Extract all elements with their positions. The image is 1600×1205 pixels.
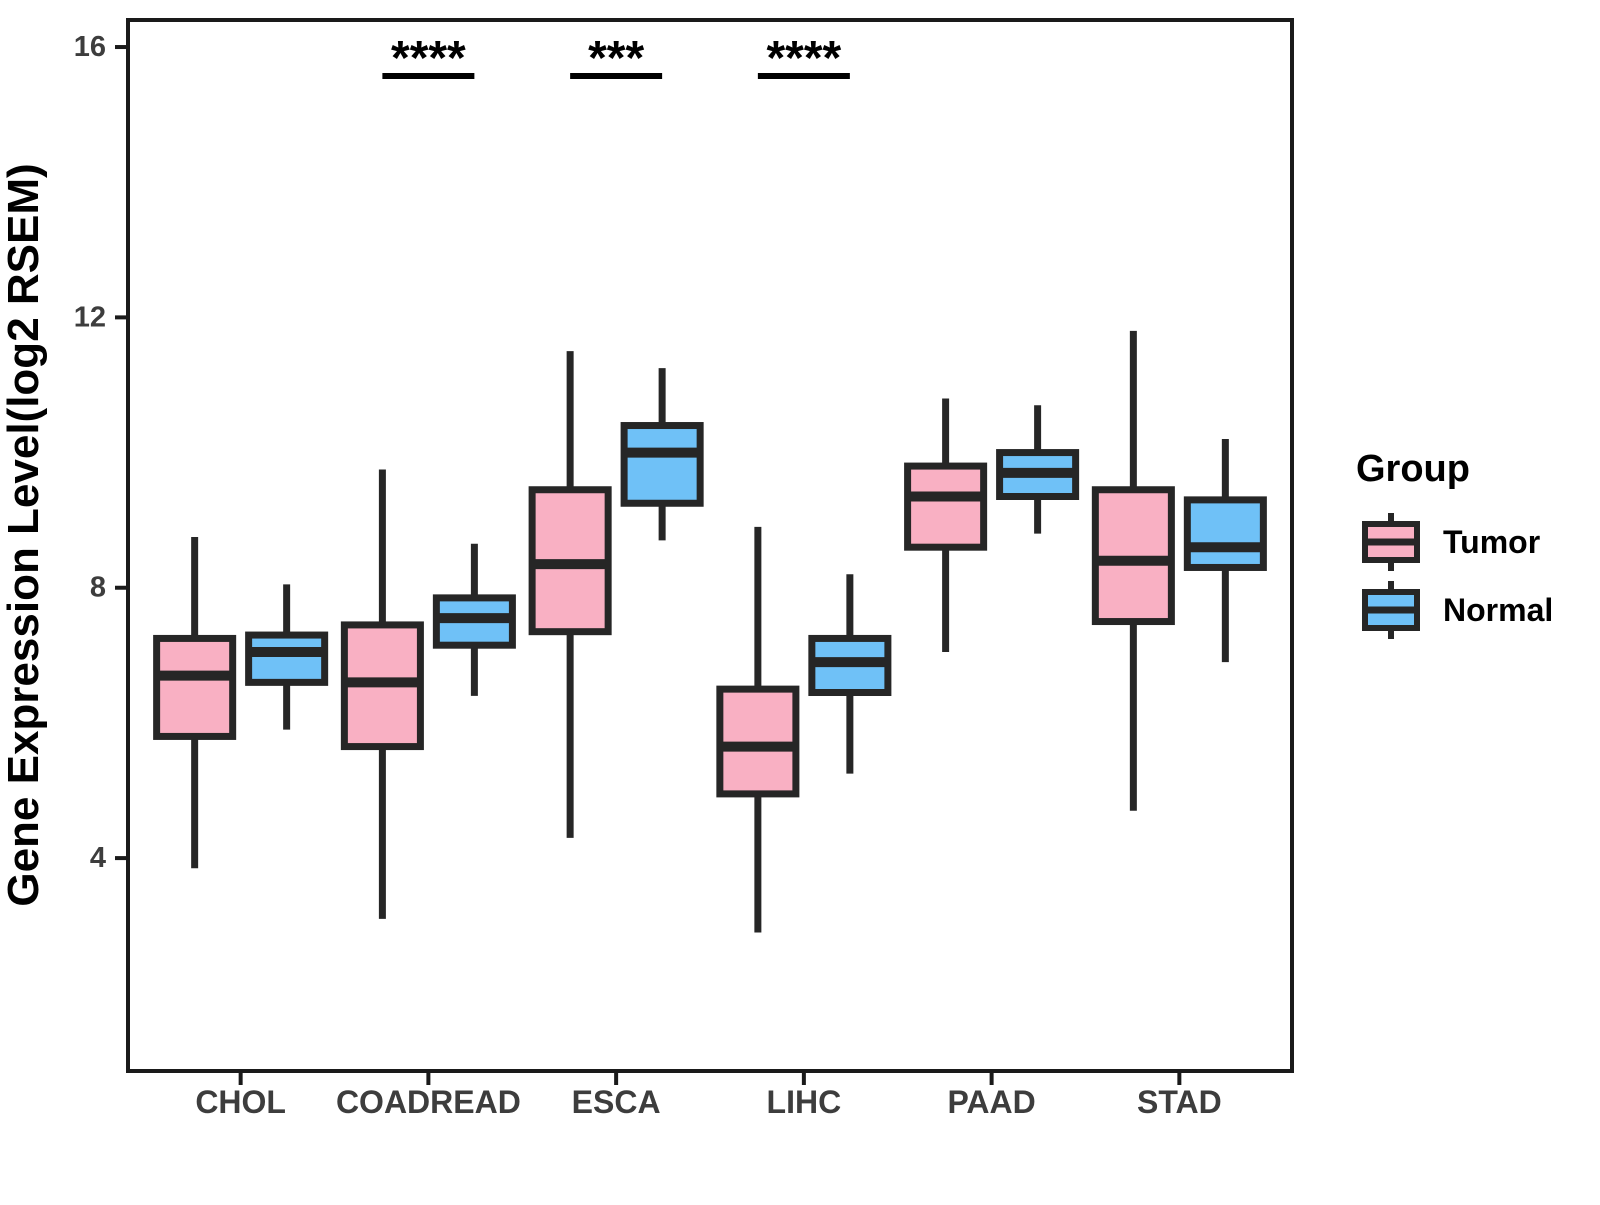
panel-border <box>126 18 1294 1073</box>
legend-item-label: Tumor <box>1443 524 1540 560</box>
legend-item-tumor: Tumor <box>1362 513 1540 571</box>
significance-stars: *** <box>588 32 644 85</box>
box-normal-stad <box>1183 439 1267 663</box>
x-tick-label: COADREAD <box>336 1084 521 1120</box>
iqr-box <box>716 685 800 798</box>
significance-annotations: **** *** **** <box>382 32 850 85</box>
box-tumor-coadread <box>340 469 424 919</box>
box-normal-paad <box>996 405 1080 534</box>
x-tick-label: ESCA <box>572 1084 661 1120</box>
box-normal-lihc <box>808 574 892 774</box>
legend-item-normal: Normal <box>1362 581 1553 639</box>
y-tick-label: 12 <box>74 301 106 333</box>
x-tick-label: LIHC <box>767 1084 842 1120</box>
box-tumor-paad <box>904 398 988 652</box>
significance-esca: *** <box>570 32 663 85</box>
significance-stars: **** <box>767 32 842 85</box>
iqr-box <box>620 422 704 507</box>
box-tumor-lihc <box>716 526 800 933</box>
boxes-layer <box>153 330 1267 933</box>
y-tick-label: 8 <box>90 572 106 604</box>
iqr-box <box>1091 486 1175 626</box>
box-tumor-stad <box>1091 330 1175 811</box>
y-axis: 4 8 12 16 <box>74 31 128 874</box>
x-axis: CHOL COADREAD ESCA LIHC PAAD STAD <box>195 1071 1222 1120</box>
y-tick-label: 16 <box>74 31 106 63</box>
box-normal-esca <box>620 368 704 541</box>
box-normal-coadread <box>432 543 516 696</box>
box-tumor-chol <box>153 537 237 869</box>
iqr-box <box>245 631 329 686</box>
panel-border-rect <box>126 18 1294 1073</box>
x-tick-label: CHOL <box>195 1084 286 1120</box>
legend: Group Tumor Normal <box>1356 448 1553 639</box>
box-tumor-esca <box>528 351 612 838</box>
legend-title: Group <box>1356 448 1470 490</box>
iqr-box <box>904 462 988 551</box>
x-tick-label: PAAD <box>947 1084 1035 1120</box>
significance-stars: **** <box>391 32 466 85</box>
significance-coadread: **** <box>382 32 475 85</box>
x-tick-label: STAD <box>1137 1084 1222 1120</box>
legend-item-label: Normal <box>1443 592 1553 628</box>
y-axis-title-group: Gene Expression Level(log2 RSEM) <box>0 163 48 906</box>
y-axis-title: Gene Expression Level(log2 RSEM) <box>0 163 48 906</box>
significance-lihc: **** <box>757 32 850 85</box>
y-tick-label: 4 <box>90 842 106 874</box>
iqr-box <box>1183 496 1267 571</box>
iqr-box <box>153 634 237 740</box>
box-normal-chol <box>245 584 329 730</box>
